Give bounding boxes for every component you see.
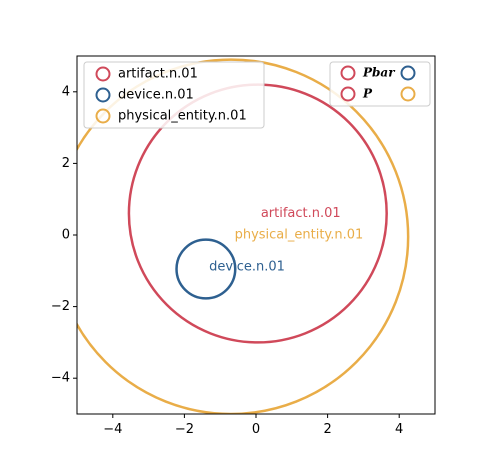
legend-marker <box>95 66 111 82</box>
circle-physical-entity-n-01 <box>77 58 410 414</box>
x-axis: −4 −2 0 2 4 <box>103 414 403 437</box>
x-tick-label: 2 <box>323 422 331 437</box>
legend-entry-label: device.n.01 <box>118 88 194 103</box>
circle-label-device-n-01: device.n.01 <box>209 260 285 275</box>
y-tick-label: −4 <box>51 371 70 386</box>
legend-marker <box>95 108 111 124</box>
circle-labels-layer: artifact.n.01 device.n.01 physical_entity.… <box>209 206 363 275</box>
x-tick-label: 0 <box>252 422 260 437</box>
legend-relations: Pbar P <box>329 61 431 107</box>
legend-entry-label: physical_entity.n.01 <box>118 109 247 124</box>
x-tick-label: 4 <box>395 422 403 437</box>
y-axis: −4 −2 0 2 4 <box>51 84 77 386</box>
legend-relation-label: Pbar <box>362 66 396 80</box>
y-tick-label: 0 <box>62 228 70 243</box>
legend-relation-marker-left <box>340 65 356 81</box>
legend-box <box>83 61 265 129</box>
y-tick-label: −2 <box>51 299 70 314</box>
x-tick-label: −4 <box>103 422 122 437</box>
legend-relation-marker-right <box>400 86 416 102</box>
y-tick-label: 2 <box>62 156 70 171</box>
y-tick-label: 4 <box>62 84 70 99</box>
x-tick-label: −2 <box>175 422 194 437</box>
legend: artifact.n.01 device.n.01 physical_entity.… <box>83 61 265 129</box>
circle-label-physical-entity-n-01: physical_entity.n.01 <box>235 228 364 243</box>
legend-relation-label: P <box>362 87 373 101</box>
legend-entry-label: artifact.n.01 <box>118 67 198 82</box>
legend-relation-marker-left <box>340 86 356 102</box>
legend-relation-marker-right <box>400 65 416 81</box>
circle-device-n-01 <box>175 238 237 300</box>
legend-marker <box>95 87 111 103</box>
circle-label-artifact-n-01: artifact.n.01 <box>261 206 341 221</box>
